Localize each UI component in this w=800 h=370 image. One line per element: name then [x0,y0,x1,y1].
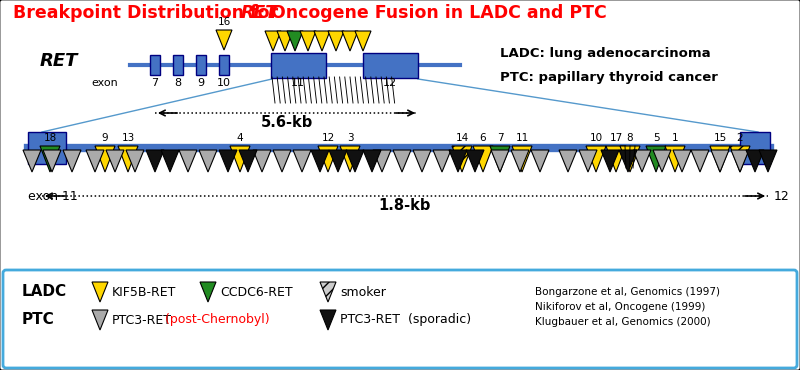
Polygon shape [328,31,344,51]
Polygon shape [92,282,108,302]
Bar [196,55,206,75]
Polygon shape [363,150,381,172]
Text: 7: 7 [497,133,503,143]
Text: 5: 5 [653,133,659,143]
Polygon shape [179,150,197,172]
Polygon shape [106,150,124,172]
Polygon shape [273,150,291,172]
Text: 12: 12 [322,133,334,143]
Polygon shape [673,150,691,172]
Polygon shape [277,31,293,51]
Polygon shape [161,150,179,172]
Polygon shape [606,146,626,172]
Polygon shape [314,31,330,51]
FancyBboxPatch shape [3,270,797,368]
Polygon shape [118,146,138,172]
Text: Bongarzone et al, Genomics (1997): Bongarzone et al, Genomics (1997) [535,287,720,297]
Text: PTC: PTC [22,313,54,327]
Polygon shape [413,150,431,172]
Polygon shape [216,30,232,50]
Text: 5.6-kb: 5.6-kb [261,115,313,130]
Polygon shape [311,150,329,172]
Polygon shape [320,310,336,330]
Text: exon 11: exon 11 [28,190,78,203]
Text: 12: 12 [383,78,397,88]
Polygon shape [511,150,529,172]
Bar [219,55,229,75]
Bar [740,132,770,164]
Polygon shape [633,150,651,172]
Text: Oncogene Fusion in LADC and PTC: Oncogene Fusion in LADC and PTC [265,4,606,22]
Polygon shape [579,150,597,172]
Polygon shape [746,150,764,172]
Text: KIF5B-RET: KIF5B-RET [112,286,176,299]
Polygon shape [126,150,144,172]
Text: 13: 13 [122,133,134,143]
Text: LADC: LADC [22,285,67,299]
Text: RET: RET [241,4,278,22]
Polygon shape [601,150,619,172]
Polygon shape [559,150,577,172]
Text: 3: 3 [346,133,354,143]
Polygon shape [452,146,472,172]
Polygon shape [300,31,316,51]
Polygon shape [63,150,81,172]
Polygon shape [320,282,336,302]
Polygon shape [373,150,391,172]
Text: 8: 8 [174,78,182,88]
Bar [270,53,326,77]
Polygon shape [759,150,777,172]
Polygon shape [200,282,216,302]
Polygon shape [92,310,108,330]
Text: 9: 9 [102,133,108,143]
Text: PTC: papillary thyroid cancer: PTC: papillary thyroid cancer [500,71,718,84]
Text: 18: 18 [43,133,57,143]
Polygon shape [531,150,549,172]
Polygon shape [40,146,60,172]
Polygon shape [466,150,484,172]
Bar [150,55,160,75]
Text: 7: 7 [151,78,158,88]
Polygon shape [23,150,41,172]
Text: 1: 1 [672,133,678,143]
Polygon shape [329,150,347,172]
Polygon shape [449,150,467,172]
Polygon shape [653,150,671,172]
Text: 11: 11 [291,78,305,88]
Polygon shape [665,146,685,172]
Polygon shape [287,31,303,51]
Text: CCDC6-RET: CCDC6-RET [220,286,293,299]
Polygon shape [199,150,217,172]
Text: 10: 10 [217,78,231,88]
Polygon shape [473,146,493,172]
Text: (post-Chernobyl): (post-Chernobyl) [161,313,270,326]
Polygon shape [491,150,509,172]
Polygon shape [265,31,281,51]
Text: 12: 12 [774,190,790,203]
Polygon shape [239,150,257,172]
Text: Klugbauer et al, Genomics (2000): Klugbauer et al, Genomics (2000) [535,317,710,327]
Text: RET: RET [40,52,78,70]
Text: Nikiforov et al, Oncogene (1999): Nikiforov et al, Oncogene (1999) [535,302,706,312]
Bar [173,55,183,75]
Polygon shape [512,146,532,172]
Text: Breakpoint Distribution for: Breakpoint Distribution for [13,4,284,22]
Text: 14: 14 [455,133,469,143]
Polygon shape [340,146,360,172]
Text: 17: 17 [610,133,622,143]
Polygon shape [586,146,606,172]
Polygon shape [433,150,451,172]
Text: 4: 4 [237,133,243,143]
Polygon shape [355,31,371,51]
Polygon shape [711,150,729,172]
Text: 8: 8 [626,133,634,143]
Polygon shape [86,150,104,172]
Polygon shape [318,146,338,172]
Text: 1.8-kb: 1.8-kb [379,198,431,213]
Text: smoker: smoker [340,286,386,299]
Text: PTC3-RET  (sporadic): PTC3-RET (sporadic) [340,313,471,326]
Polygon shape [95,146,115,172]
Polygon shape [731,150,749,172]
Polygon shape [490,146,510,172]
